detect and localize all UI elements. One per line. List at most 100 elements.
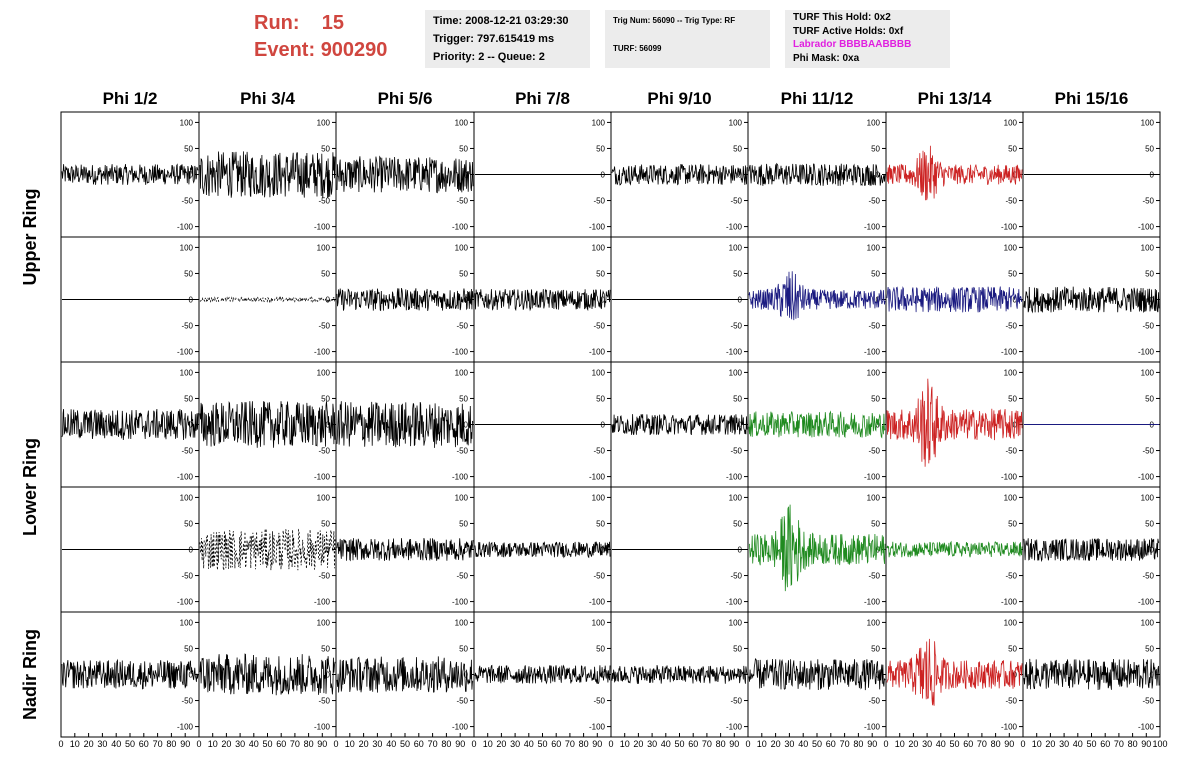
waveform-r4-c2 xyxy=(199,528,336,572)
y-tick-label-r2-c5-4: -100 xyxy=(726,348,743,357)
x-tick-label-c8-3: 30 xyxy=(1059,739,1069,749)
y-tick-label-r4-c6-3: -50 xyxy=(868,572,880,581)
y-tick-label-r3-c4-3: -50 xyxy=(593,447,605,456)
waveform-r5-c1 xyxy=(61,658,199,690)
y-tick-label-r5-c2-0: 100 xyxy=(317,618,331,627)
y-tick-label-r1-c3-4: -100 xyxy=(452,223,469,232)
y-tick-label-r4-c2-3: -50 xyxy=(318,572,330,581)
y-tick-label-r2-c6-1: 50 xyxy=(871,269,880,278)
y-tick-label-r3-c6-4: -100 xyxy=(864,473,881,482)
y-tick-label-r2-c1-0: 100 xyxy=(180,243,194,252)
y-tick-label-r4-c5-3: -50 xyxy=(730,572,742,581)
y-tick-label-r2-c7-2: 0 xyxy=(1013,296,1018,305)
y-tick-label-r1-c2-1: 50 xyxy=(321,144,330,153)
x-tick-label-c7-6: 60 xyxy=(963,739,973,749)
x-tick-label-c3-2: 20 xyxy=(359,739,369,749)
y-tick-label-r3-c7-2: 0 xyxy=(1013,421,1018,430)
y-tick-label-r5-c8-4: -100 xyxy=(1138,723,1155,732)
x-tick-label-c6-7: 70 xyxy=(840,739,850,749)
y-tick-label-r4-c6-0: 100 xyxy=(867,493,881,502)
turf-text: TURF: 56099 xyxy=(613,44,662,53)
y-tick-label-r5-c6-0: 100 xyxy=(867,618,881,627)
y-tick-label-r3-c4-1: 50 xyxy=(596,394,605,403)
waveform-r2-c4 xyxy=(474,288,611,312)
x-tick-label-c2-5: 50 xyxy=(262,739,272,749)
y-tick-label-r2-c8-4: -100 xyxy=(1138,348,1155,357)
x-tick-label-c8-1: 10 xyxy=(1032,739,1042,749)
y-tick-label-r3-c3-4: -100 xyxy=(452,473,469,482)
x-tick-label-c2-3: 30 xyxy=(235,739,245,749)
y-tick-label-r4-c2-1: 50 xyxy=(321,519,330,528)
y-tick-label-r3-c1-1: 50 xyxy=(184,394,193,403)
x-tick-label-c1-1: 10 xyxy=(70,739,80,749)
y-tick-label-r2-c4-2: 0 xyxy=(601,296,606,305)
x-tick-label-c5-3: 30 xyxy=(647,739,657,749)
y-tick-label-r5-c3-0: 100 xyxy=(455,618,469,627)
x-tick-label-c4-1: 10 xyxy=(483,739,493,749)
y-tick-label-r1-c8-4: -100 xyxy=(1138,223,1155,232)
y-tick-label-r5-c8-1: 50 xyxy=(1145,644,1154,653)
waveform-r5-c3 xyxy=(336,656,474,693)
waveform-r2-c7 xyxy=(886,286,1023,313)
y-tick-label-r2-c4-4: -100 xyxy=(589,348,606,357)
y-tick-label-r2-c8-3: -50 xyxy=(1142,322,1154,331)
y-tick-label-r3-c5-3: -50 xyxy=(730,447,742,456)
waveform-r5-c6 xyxy=(748,658,886,691)
y-tick-label-r2-c7-3: -50 xyxy=(1005,322,1017,331)
y-tick-label-r4-c4-2: 0 xyxy=(601,546,606,555)
y-tick-label-r5-c4-4: -100 xyxy=(589,723,606,732)
x-tick-label-c4-5: 50 xyxy=(537,739,547,749)
x-tick-label-c4-4: 40 xyxy=(524,739,534,749)
y-tick-label-r2-c4-0: 100 xyxy=(592,243,606,252)
y-tick-label-r5-c4-1: 50 xyxy=(596,644,605,653)
x-tick-label-c4-8: 80 xyxy=(579,739,589,749)
x-tick-label-c5-8: 80 xyxy=(716,739,726,749)
y-tick-label-r2-c3-4: -100 xyxy=(452,348,469,357)
y-tick-label-r2-c3-1: 50 xyxy=(459,269,468,278)
y-tick-label-r4-c8-3: -50 xyxy=(1142,572,1154,581)
x-tick-label-c8-4: 40 xyxy=(1073,739,1083,749)
y-tick-label-r4-c2-0: 100 xyxy=(317,493,331,502)
x-tick-label-c8-6: 60 xyxy=(1100,739,1110,749)
y-tick-label-r3-c2-1: 50 xyxy=(321,394,330,403)
waveform-r2-c3 xyxy=(336,288,474,312)
y-tick-label-r1-c7-4: -100 xyxy=(1001,223,1018,232)
x-tick-label-c4-3: 30 xyxy=(510,739,520,749)
x-tick-label-c7-4: 40 xyxy=(936,739,946,749)
y-tick-label-r5-c6-1: 50 xyxy=(871,644,880,653)
x-tick-label-c3-8: 80 xyxy=(441,739,451,749)
x-tick-label-c7-2: 20 xyxy=(908,739,918,749)
x-tick-label-c2-2: 20 xyxy=(221,739,231,749)
waveform-r3-c2 xyxy=(199,401,336,448)
y-tick-label-r1-c5-3: -50 xyxy=(730,197,742,206)
y-tick-label-r5-c2-1: 50 xyxy=(321,644,330,653)
x-tick-label-c2-7: 70 xyxy=(290,739,300,749)
y-tick-label-r3-c2-3: -50 xyxy=(318,447,330,456)
y-tick-label-r3-c8-0: 100 xyxy=(1141,368,1155,377)
waveform-r5-c7 xyxy=(886,638,1023,706)
waveform-r5-c5 xyxy=(611,665,748,684)
y-tick-label-r5-c7-0: 100 xyxy=(1004,618,1018,627)
y-tick-label-r2-c6-0: 100 xyxy=(867,243,881,252)
y-tick-label-r3-c7-0: 100 xyxy=(1004,368,1018,377)
y-tick-label-r4-c7-4: -100 xyxy=(1001,598,1018,607)
y-tick-label-r2-c1-3: -50 xyxy=(181,322,193,331)
x-tick-label-c3-6: 60 xyxy=(414,739,424,749)
event-value: 900290 xyxy=(320,39,388,61)
column-header-5: Phi 9/10 xyxy=(647,89,711,108)
y-tick-label-r2-c1-4: -100 xyxy=(177,348,194,357)
y-tick-label-r5-c2-4: -100 xyxy=(314,723,331,732)
column-header-1: Phi 1/2 xyxy=(103,89,158,108)
x-tick-label-c4-2: 20 xyxy=(496,739,506,749)
waveform-r1-c6 xyxy=(748,162,886,187)
y-tick-label-r5-c3-3: -50 xyxy=(456,697,468,706)
y-tick-label-r4-c8-4: -100 xyxy=(1138,598,1155,607)
ring-label-1: Upper Ring xyxy=(20,189,40,286)
waveform-r5-c4 xyxy=(474,664,611,685)
x-tick-label-c3-0: 0 xyxy=(333,739,338,749)
x-tick-label-c5-7: 70 xyxy=(702,739,712,749)
y-tick-label-r5-c2-2: 0 xyxy=(326,671,331,680)
y-tick-label-r3-c3-2: 0 xyxy=(464,421,469,430)
x-tick-label-c2-0: 0 xyxy=(196,739,201,749)
waveform-r5-c2 xyxy=(199,653,336,696)
